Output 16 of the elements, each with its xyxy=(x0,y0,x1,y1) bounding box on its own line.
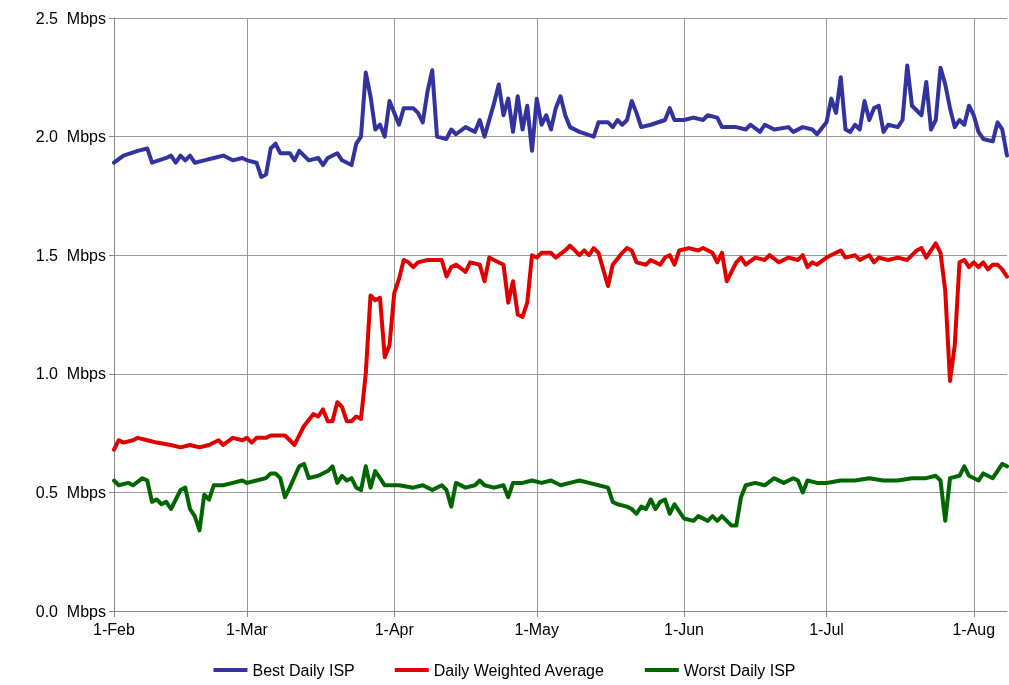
y-tick-label: 1.0 Mbps xyxy=(35,365,106,383)
x-tick-label: 1-May xyxy=(514,620,559,638)
x-tick-label: 1-Feb xyxy=(93,620,135,638)
y-tick-label: 0.0 Mbps xyxy=(35,602,106,620)
legend-label: Best Daily ISP xyxy=(252,661,355,679)
x-tick-label: 1-Jul xyxy=(809,620,844,638)
x-tick-label: 1-Mar xyxy=(226,620,269,638)
x-tick-label: 1-Aug xyxy=(952,620,996,638)
x-tick-label: 1-Jun xyxy=(663,620,705,638)
legend-label: Worst Daily ISP xyxy=(683,661,796,679)
x-tick-label: 1-Apr xyxy=(374,620,415,638)
y-tick-label: 0.5 Mbps xyxy=(35,483,106,501)
y-tick-label: 2.0 Mbps xyxy=(35,128,106,146)
y-tick-label: 1.5 Mbps xyxy=(35,246,106,264)
y-tick-label: 2.5 Mbps xyxy=(35,9,106,27)
legend-label: Daily Weighted Average xyxy=(433,661,605,679)
